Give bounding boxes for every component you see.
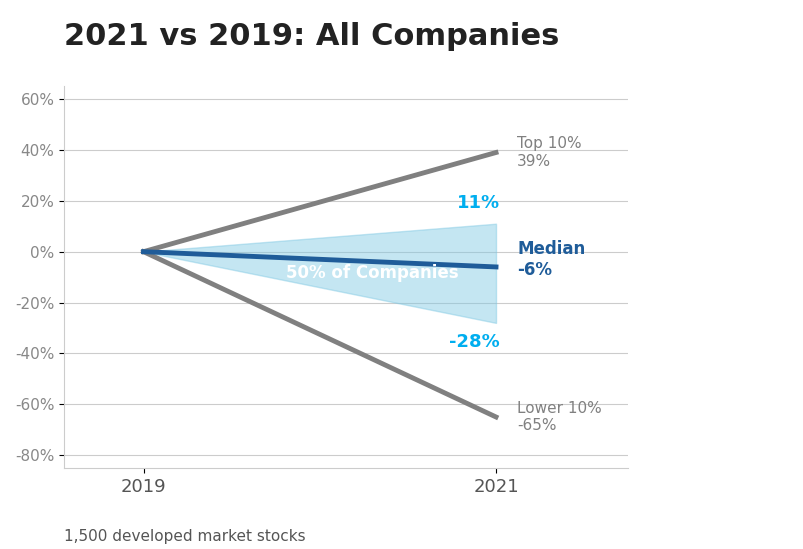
Text: Top 10%
39%: Top 10% 39% bbox=[516, 136, 581, 169]
Text: 50% of Companies: 50% of Companies bbox=[286, 264, 459, 282]
Text: 11%: 11% bbox=[456, 194, 499, 212]
Text: -28%: -28% bbox=[449, 333, 499, 351]
Text: 2021 vs 2019: All Companies: 2021 vs 2019: All Companies bbox=[64, 22, 559, 51]
Text: 1,500 developed market stocks: 1,500 developed market stocks bbox=[64, 529, 306, 544]
Text: Median
-6%: Median -6% bbox=[516, 240, 585, 279]
Text: Lower 10%
-65%: Lower 10% -65% bbox=[516, 401, 601, 433]
